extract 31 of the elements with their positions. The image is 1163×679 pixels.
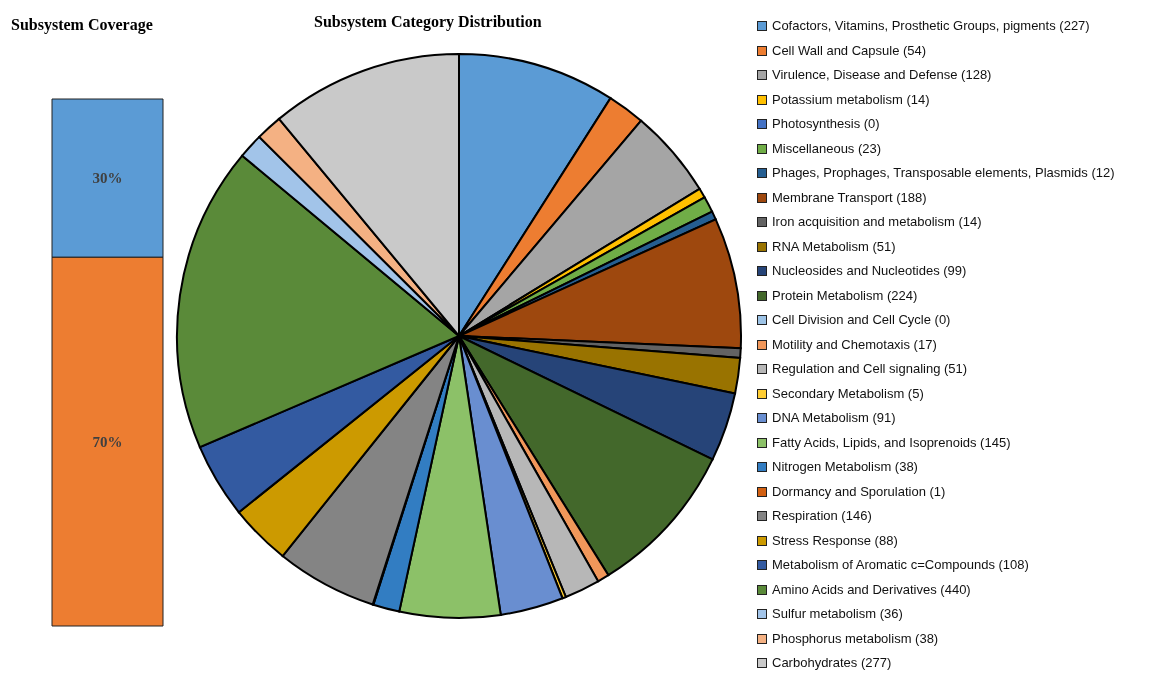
legend-label: Nitrogen Metabolism (38): [772, 458, 918, 476]
legend-label: Potassium metabolism (14): [772, 90, 930, 109]
legend-label: Cofactors, Vitamins, Prosthetic Groups, pigments (227): [772, 17, 1090, 35]
legend-label: Secondary Metabolism (5): [772, 384, 924, 403]
legend-label: DNA Metabolism (91): [772, 409, 896, 427]
legend-label: Phosphorus metabolism (38): [772, 629, 939, 648]
legend-label: Metabolism of Aromatic c=Compounds (108): [772, 556, 1029, 574]
legend-label: Protein Metabolism (224): [772, 286, 918, 305]
legend-label: Regulation and Cell signaling (51): [772, 360, 968, 378]
legend-label: Stress Response (88): [772, 531, 898, 550]
legend-label: Motility and Chemotaxis (17): [772, 335, 937, 354]
legend-label: Dormancy and Sporulation (1): [772, 482, 946, 501]
chart-title: Subsystem Coverage: [11, 16, 153, 34]
legend-label: Respiration (146): [772, 507, 872, 525]
legend-label: Nucleosides and Nucleotides (99): [772, 262, 967, 280]
legend-label: Virulence, Disease and Defense (128): [772, 66, 992, 84]
legend-label: Cell Division and Cell Cycle (0): [772, 311, 951, 329]
legend-label: Amino Acids and Derivatives (440): [772, 580, 971, 599]
legend-label: Iron acquisition and metabolism (14): [772, 213, 982, 231]
legend-label: Carbohydrates (277): [772, 654, 892, 672]
legend-label: Miscellaneous (23): [772, 139, 882, 158]
legend-label: Phages, Prophages, Transposable elements, Plasmids (12): [772, 164, 1115, 182]
legend-label: Cell Wall and Capsule (54): [772, 41, 927, 60]
legend-label: RNA Metabolism (51): [772, 237, 896, 256]
legend-label: Sulfur metabolism (36): [772, 605, 903, 623]
legend-label: Fatty Acids, Lipids, and Isoprenoids (145): [772, 433, 1011, 452]
data-label: 30%: [92, 170, 123, 187]
data-label: 70%: [92, 433, 123, 450]
chart-title: Subsystem Category Distribution: [314, 13, 542, 31]
legend-label: Photosynthesis (0): [772, 115, 880, 133]
legend-label: Membrane Transport (188): [772, 188, 927, 207]
